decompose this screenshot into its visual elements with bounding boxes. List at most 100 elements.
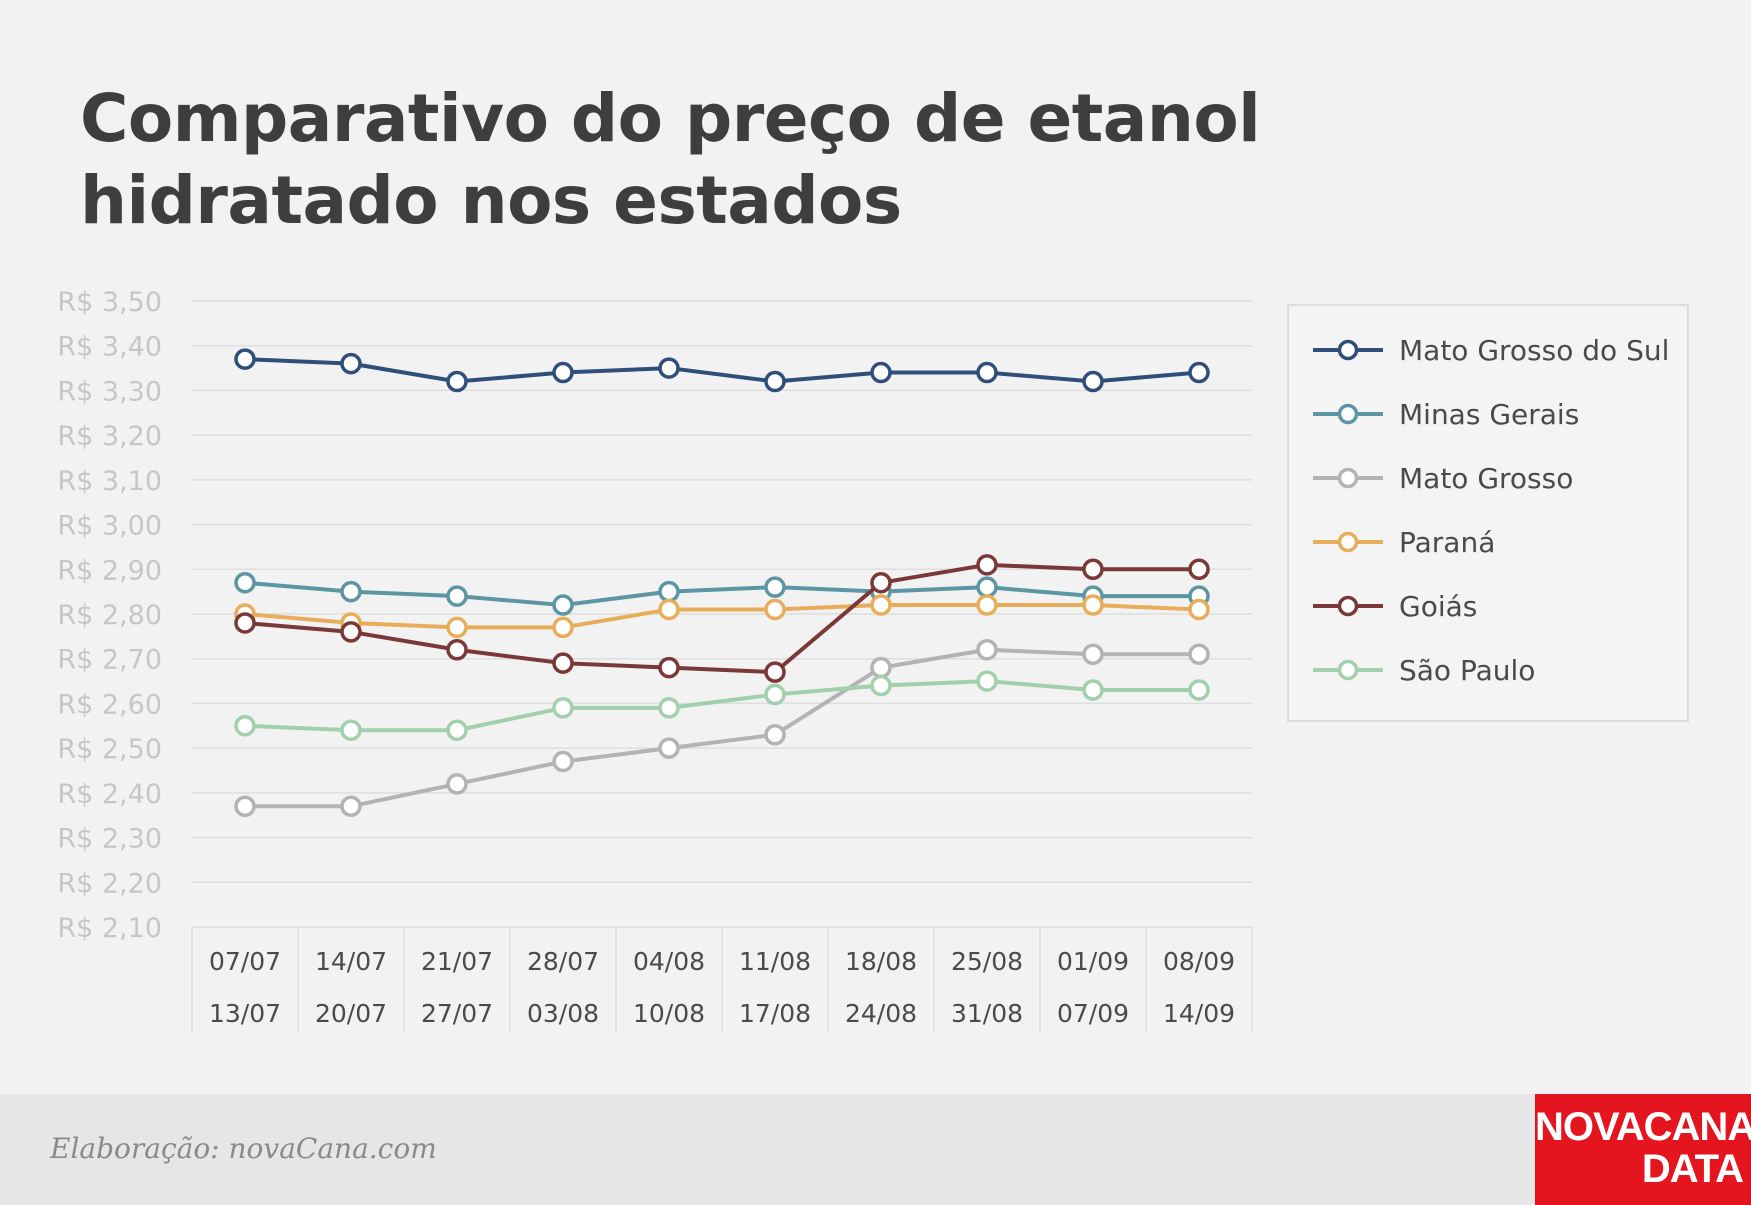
y-tick-label: R$ 3,50 <box>57 287 162 318</box>
x-tick-label: 08/09 <box>1163 947 1235 976</box>
logo-line-1: NOVACANA <box>1535 1105 1751 1149</box>
y-tick-label: R$ 3,00 <box>57 511 162 542</box>
data-point <box>658 656 680 679</box>
data-point <box>764 598 786 621</box>
data-point <box>1188 679 1210 701</box>
data-point <box>976 554 998 576</box>
data-point <box>552 616 574 639</box>
series-goias <box>234 554 1210 683</box>
source-credit: Elaboração: novaCana.com <box>50 1132 437 1165</box>
x-tick-label: 11/08 <box>739 947 811 976</box>
series-line <box>244 357 1200 384</box>
data-point <box>1082 679 1104 701</box>
data-point <box>340 795 362 818</box>
legend-marker <box>1313 531 1383 553</box>
data-point <box>340 580 362 603</box>
x-tick-label: 13/07 <box>209 999 281 1028</box>
logo-line-2: DATA <box>1641 1147 1744 1191</box>
series-line <box>244 603 1200 630</box>
data-point <box>658 580 680 603</box>
legend-marker <box>1313 403 1383 425</box>
y-tick-label: R$ 2,90 <box>57 555 162 586</box>
line-chart: R$ 3,50 R$ 3,40 R$ 3,30 R$ 3,20 R$ 3,10 R$ 3,… <box>57 287 1253 1032</box>
data-point <box>446 616 468 639</box>
data-point <box>870 674 892 697</box>
data-point <box>1188 598 1210 621</box>
legend-label: Minas Gerais <box>1399 397 1580 431</box>
series-sao-paulo <box>234 670 1210 742</box>
data-point <box>976 670 998 692</box>
legend-dot <box>1337 467 1359 489</box>
x-tick-label: 17/08 <box>739 999 811 1028</box>
legend-dot <box>1337 403 1359 425</box>
data-point <box>870 656 892 679</box>
data-point <box>234 348 256 370</box>
data-point <box>1082 558 1104 581</box>
y-tick-label: R$ 2,40 <box>57 779 162 810</box>
y-tick-label: R$ 3,20 <box>57 421 162 452</box>
legend-label: Goiás <box>1399 589 1478 623</box>
legend-label: Mato Grosso do Sul <box>1399 333 1670 367</box>
data-point <box>552 361 574 384</box>
data-point <box>764 370 786 393</box>
data-point <box>234 795 256 818</box>
data-point <box>234 571 256 594</box>
x-tick-label: 01/09 <box>1057 947 1129 976</box>
x-tick-label: 10/08 <box>633 999 705 1028</box>
data-point <box>446 773 468 795</box>
data-point <box>658 357 680 379</box>
legend-dot <box>1337 531 1359 553</box>
data-point <box>446 719 468 742</box>
x-tick-label: 31/08 <box>951 999 1023 1028</box>
data-point <box>340 621 362 643</box>
legend-marker <box>1313 467 1383 489</box>
data-point <box>234 715 256 737</box>
data-point <box>340 719 362 742</box>
data-point <box>446 585 468 607</box>
data-point <box>1082 643 1104 665</box>
x-tick-label: 20/07 <box>315 999 387 1028</box>
x-tick-label: 07/07 <box>209 947 281 976</box>
y-tick-label: R$ 2,80 <box>57 600 162 631</box>
series-line <box>244 679 1199 733</box>
data-point <box>870 594 892 616</box>
legend-label: Mato Grosso <box>1399 461 1574 495</box>
x-tick-label: 14/09 <box>1163 999 1235 1028</box>
data-point <box>1188 643 1210 665</box>
data-point <box>1188 558 1210 581</box>
legend-item: Minas Gerais <box>1313 394 1579 434</box>
y-tick-label: R$ 2,10 <box>57 913 162 944</box>
data-point <box>976 361 998 384</box>
series-parana <box>234 594 1210 639</box>
gridlines <box>191 300 1253 1032</box>
legend-item: Mato Grosso do Sul <box>1313 330 1669 370</box>
y-tick-label: R$ 3,30 <box>57 376 162 407</box>
series-mato-grosso-do-sul <box>234 348 1210 393</box>
legend-marker <box>1313 659 1383 681</box>
x-tick-label: 04/08 <box>633 947 705 976</box>
data-point <box>234 612 256 634</box>
chart-title: Comparativo do preço de etanol hidratado… <box>80 80 1261 239</box>
data-point <box>552 594 574 616</box>
data-point <box>446 370 468 393</box>
y-tick-label: R$ 2,30 <box>57 824 162 855</box>
y-axis-ticks: R$ 3,50 R$ 3,40 R$ 3,30 R$ 3,20 R$ 3,10 R$ 3,… <box>57 287 162 944</box>
y-tick-label: R$ 2,20 <box>57 868 162 899</box>
novacana-data-logo: NOVACANA DATA <box>1535 1094 1751 1205</box>
data-point <box>870 361 892 384</box>
x-tick-label: 27/07 <box>421 999 493 1028</box>
data-point <box>870 571 892 594</box>
data-point <box>658 737 680 759</box>
footer: Elaboração: novaCana.com NOVACANA DATA <box>0 1094 1751 1205</box>
data-point <box>976 639 998 661</box>
series-line <box>244 562 1199 675</box>
data-point <box>1188 361 1210 384</box>
series-lines <box>234 348 1210 818</box>
y-tick-label: R$ 2,50 <box>57 734 162 765</box>
series-line <box>245 647 1199 809</box>
x-tick-label: 25/08 <box>951 947 1023 976</box>
data-point <box>552 652 574 674</box>
x-tick-label: 28/07 <box>527 947 599 976</box>
data-point <box>1082 594 1104 616</box>
series-mato-grosso <box>234 639 1210 818</box>
